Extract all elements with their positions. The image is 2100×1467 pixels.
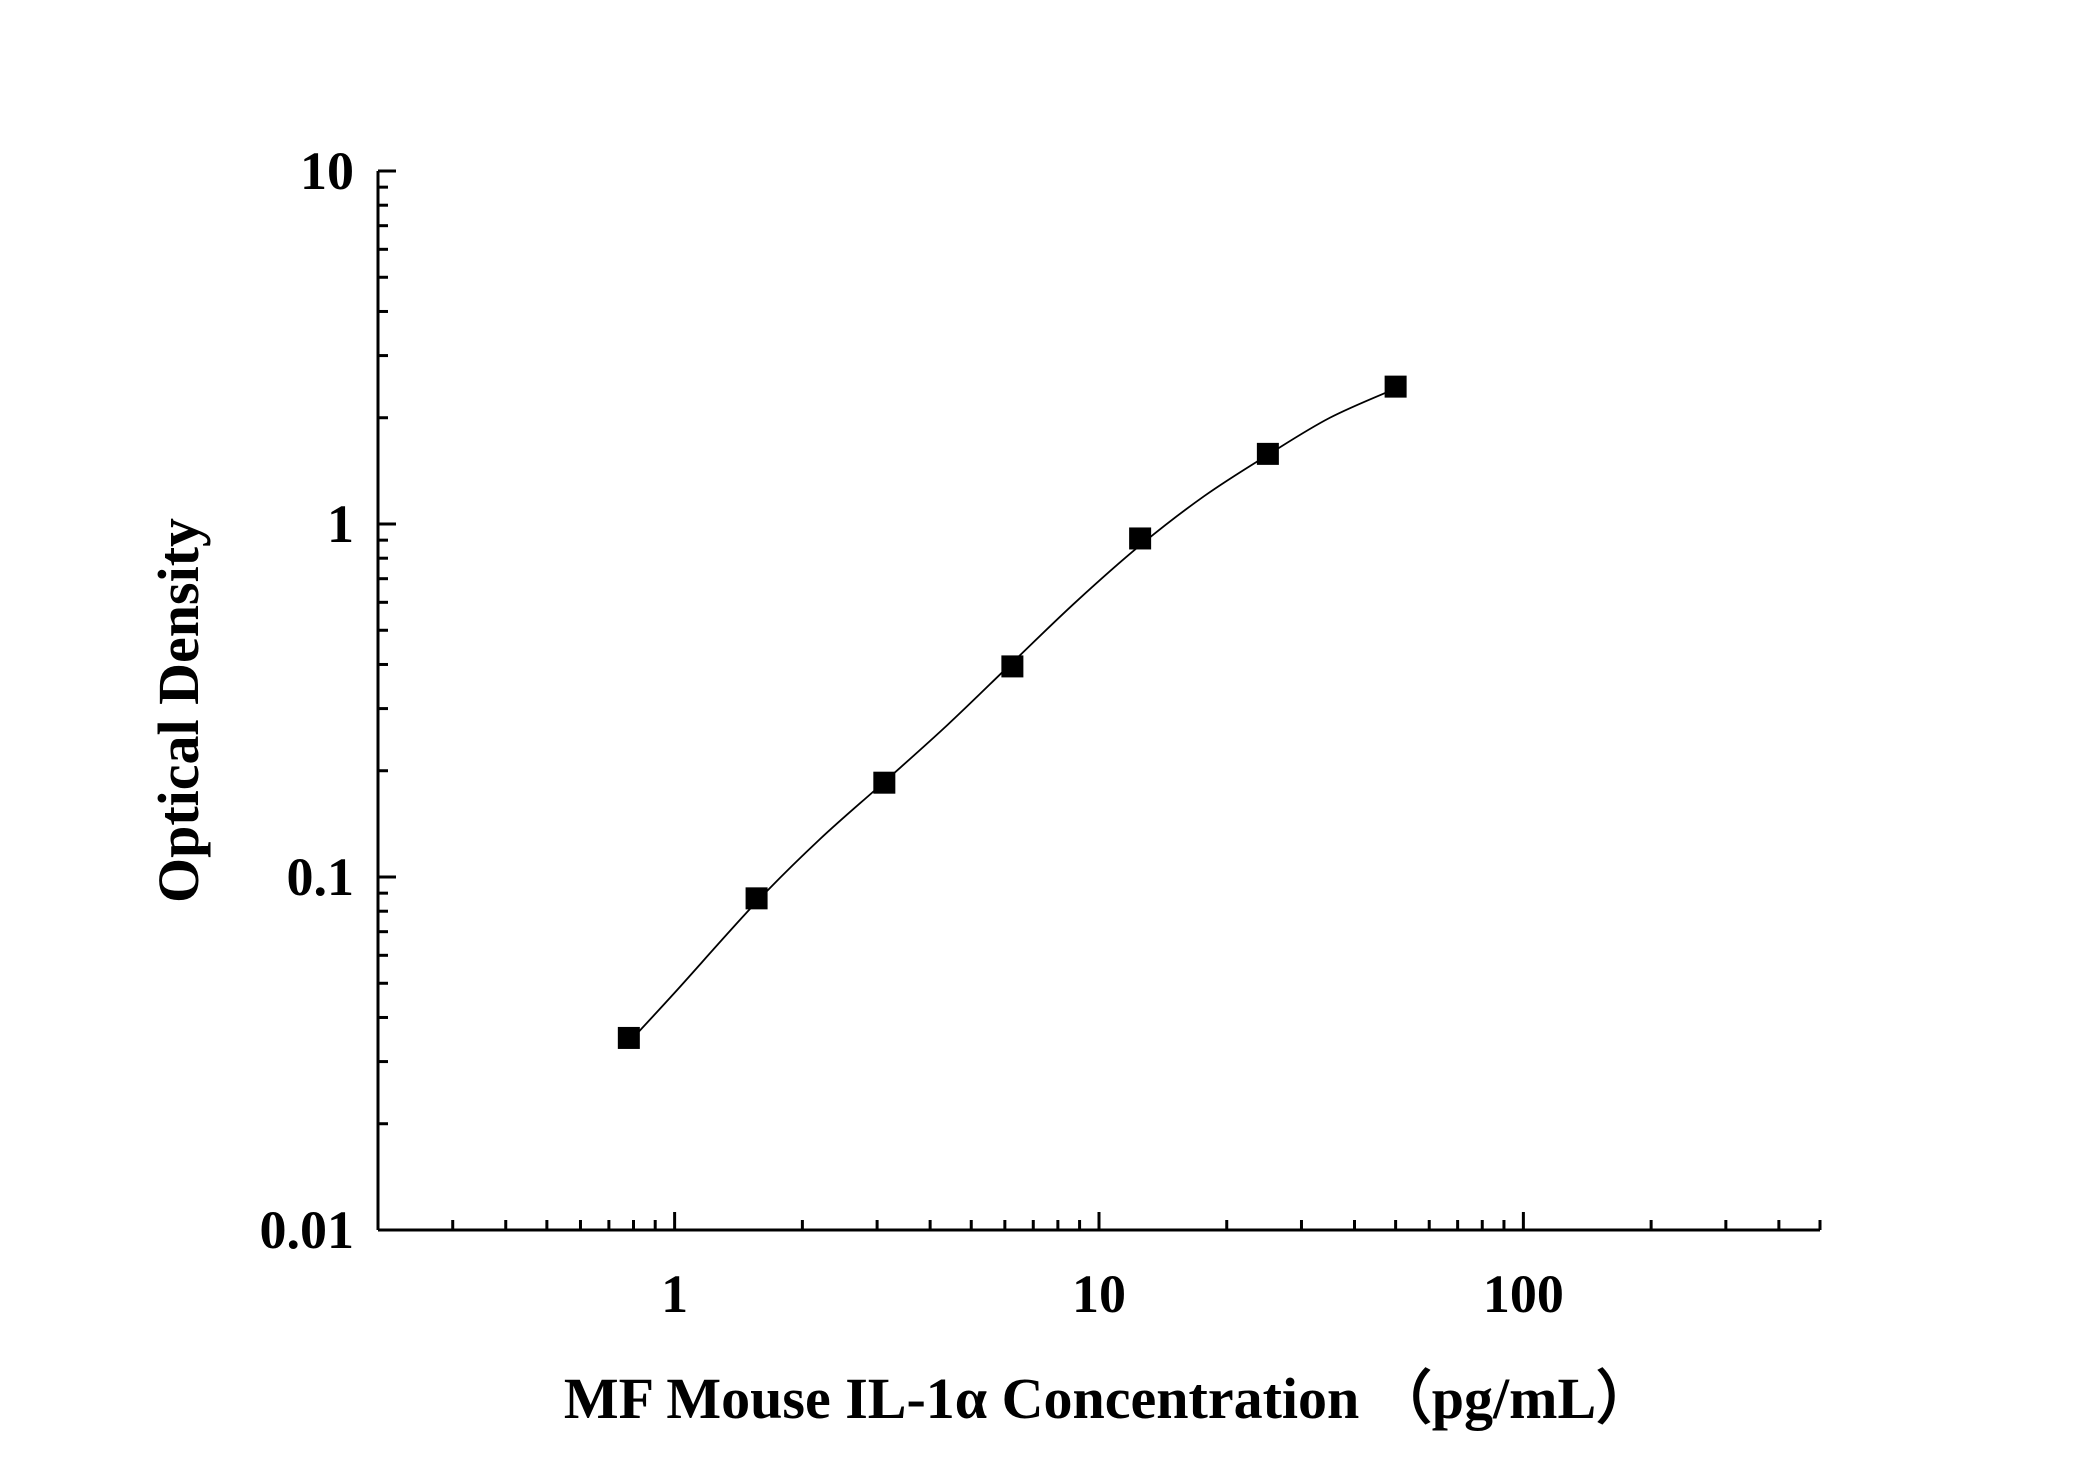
plot-area: 1 10 100 0.01 0.1 1 10 xyxy=(260,141,1822,1324)
fit-curve xyxy=(628,387,1396,1043)
data-point xyxy=(1129,527,1152,550)
y-tick-labels: 0.01 0.1 1 10 xyxy=(260,141,355,1260)
y-tick-label: 0.01 xyxy=(260,1200,355,1260)
y-tick-label: 10 xyxy=(300,141,354,201)
x-ticks xyxy=(376,1212,1822,1230)
data-point xyxy=(1256,442,1279,465)
data-points xyxy=(617,375,1407,1049)
data-point xyxy=(1384,375,1407,398)
data-point xyxy=(1001,655,1024,678)
data-point xyxy=(873,771,896,794)
x-axis-label: MF Mouse IL-1α Concentration （pg/mL） xyxy=(564,1366,1654,1431)
x-tick-label: 1 xyxy=(661,1264,688,1324)
data-point xyxy=(745,887,768,910)
x-tick-labels: 1 10 100 xyxy=(661,1264,1564,1324)
y-axis-label: Optical Density xyxy=(146,518,211,903)
data-point xyxy=(617,1026,640,1049)
y-ticks xyxy=(378,169,396,1232)
x-tick-label: 10 xyxy=(1072,1264,1126,1324)
y-tick-label: 0.1 xyxy=(287,847,355,907)
y-tick-label: 1 xyxy=(327,494,354,554)
x-tick-label: 100 xyxy=(1483,1264,1564,1324)
